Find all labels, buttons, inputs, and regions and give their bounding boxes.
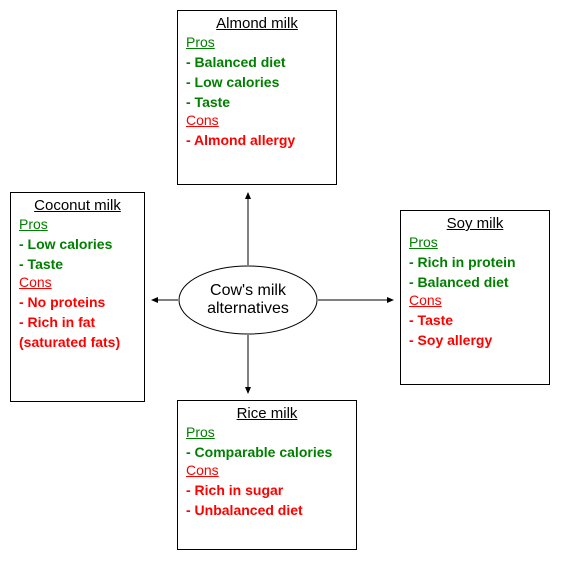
center-label: Cow's milkalternatives	[178, 265, 318, 335]
cons-item: - Rich in fat	[19, 314, 136, 330]
cons-item: - Unbalanced diet	[186, 502, 348, 518]
box-soy-milk: Soy milk Pros - Rich in protein - Balanc…	[400, 210, 550, 385]
box-coconut-milk: Coconut milk Pros - Low calories - Taste…	[10, 192, 145, 402]
pros-item: - Comparable calories	[186, 444, 348, 460]
cons-label: Cons	[409, 292, 541, 308]
cons-item: - Soy allergy	[409, 332, 541, 348]
cons-label: Cons	[186, 462, 348, 478]
pros-item: - Rich in protein	[409, 254, 541, 270]
center-node: Cow's milkalternatives	[178, 265, 318, 335]
cons-item: - Taste	[409, 312, 541, 328]
cons-item: (saturated fats)	[19, 334, 136, 350]
box-rice-milk: Rice milk Pros - Comparable calories Con…	[177, 400, 357, 550]
box-title: Rice milk	[186, 405, 348, 422]
cons-label: Cons	[19, 274, 136, 290]
cons-item: - Almond allergy	[186, 132, 328, 148]
cons-label: Cons	[186, 112, 328, 128]
pros-item: - Balanced diet	[409, 274, 541, 290]
cons-item: - Rich in sugar	[186, 482, 348, 498]
pros-label: Pros	[409, 234, 541, 250]
pros-label: Pros	[19, 216, 136, 232]
box-title: Soy milk	[409, 215, 541, 232]
pros-label: Pros	[186, 424, 348, 440]
pros-item: - Low calories	[186, 74, 328, 90]
pros-item: - Taste	[186, 94, 328, 110]
cons-item: - No proteins	[19, 294, 136, 310]
pros-item: - Low calories	[19, 236, 136, 252]
pros-item: - Taste	[19, 256, 136, 272]
box-title: Coconut milk	[19, 197, 136, 214]
pros-item: - Balanced diet	[186, 54, 328, 70]
pros-label: Pros	[186, 34, 328, 50]
box-almond-milk: Almond milk Pros - Balanced diet - Low c…	[177, 10, 337, 185]
box-title: Almond milk	[186, 15, 328, 32]
